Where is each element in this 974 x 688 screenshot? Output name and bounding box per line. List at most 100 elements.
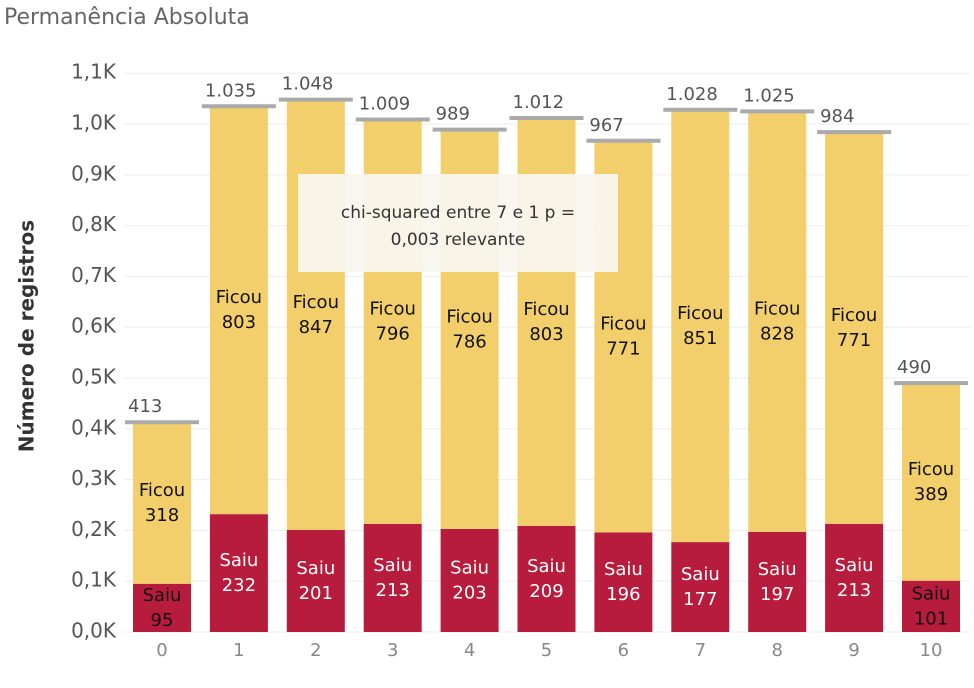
segment-value-label: 771: [606, 339, 640, 360]
annotation-box: [298, 174, 618, 272]
segment-value-label: 803: [529, 324, 563, 345]
segment-name-label: Ficou: [370, 299, 416, 320]
chart-title: Permanência Absoluta: [4, 5, 250, 30]
x-tick-label: 6: [618, 640, 629, 661]
segment-name-label: Saiu: [219, 550, 258, 571]
bar-segment: [902, 383, 960, 581]
segment-name-label: Saiu: [527, 556, 566, 577]
segment-value-label: 213: [376, 580, 410, 601]
bar-segment: [902, 580, 960, 632]
bar-segment: [209, 106, 268, 515]
segment-name-label: Saiu: [143, 585, 182, 606]
y-tick-label: 1,1K: [71, 60, 117, 84]
y-tick-label: 0,2K: [71, 517, 117, 541]
total-label: 984: [820, 106, 854, 127]
segment-value-label: 851: [683, 328, 717, 349]
y-axis-label: Número de registros: [15, 220, 39, 452]
total-label: 1.012: [513, 92, 565, 113]
bar-segment: [209, 514, 268, 632]
segment-name-label: Saiu: [758, 559, 797, 580]
y-tick-label: 0,6K: [71, 314, 117, 338]
y-tick-label: 0,5K: [71, 365, 117, 389]
segment-value-label: 196: [606, 584, 640, 605]
x-tick-label: 7: [695, 640, 706, 661]
segment-value-label: 803: [222, 312, 256, 333]
segment-name-label: Ficou: [908, 459, 954, 480]
segment-name-label: Ficou: [831, 305, 877, 326]
x-tick-label: 10: [920, 640, 943, 661]
total-label: 1.035: [205, 80, 257, 101]
x-tick-label: 1: [233, 640, 244, 661]
segment-value-label: 828: [760, 324, 794, 345]
total-label: 1.028: [666, 84, 718, 105]
y-tick-label: 0,1K: [71, 568, 117, 592]
bar-segment: [363, 523, 422, 632]
total-label: 413: [128, 396, 162, 417]
segment-name-label: Ficou: [754, 299, 800, 320]
segment-value-label: 213: [837, 580, 871, 601]
segment-name-label: Ficou: [677, 303, 723, 324]
annotation-text: 0,003 relevante: [391, 230, 526, 250]
segment-name-label: Saiu: [450, 557, 489, 578]
bar-segment: [517, 525, 576, 632]
x-tick-label: 4: [464, 640, 475, 661]
segment-value-label: 389: [914, 484, 948, 505]
total-label: 989: [436, 104, 470, 125]
bar-segment: [671, 109, 730, 543]
x-tick-label: 5: [541, 640, 552, 661]
segment-value-label: 318: [145, 505, 179, 526]
bar-segment: [286, 99, 345, 530]
bar-segment: [286, 529, 345, 632]
x-tick-label: 3: [387, 640, 398, 661]
segment-name-label: Saiu: [681, 564, 720, 585]
total-label: 967: [589, 115, 623, 136]
segment-value-label: 203: [452, 582, 486, 603]
segment-value-label: 101: [914, 608, 948, 629]
segment-value-label: 771: [837, 330, 871, 351]
segment-name-label: Saiu: [604, 559, 643, 580]
bar-segment: [133, 422, 191, 584]
bar-segment: [671, 542, 730, 632]
segment-name-label: Ficou: [139, 480, 185, 501]
bar-segment: [133, 583, 191, 632]
total-label: 490: [897, 357, 931, 378]
total-label: 1.025: [743, 85, 795, 106]
x-tick-label: 2: [310, 640, 321, 661]
segment-value-label: 201: [299, 583, 333, 604]
total-label: 1.009: [359, 93, 411, 114]
segment-value-label: 796: [376, 324, 410, 345]
bar-segment: [748, 111, 807, 532]
segment-value-label: 95: [151, 610, 174, 631]
segment-name-label: Ficou: [600, 314, 646, 335]
segment-name-label: Ficou: [216, 287, 262, 308]
segment-name-label: Saiu: [912, 583, 951, 604]
bar-segment: [825, 523, 884, 632]
bar-segment: [440, 528, 499, 632]
y-tick-label: 0,0K: [71, 619, 117, 643]
y-tick-label: 1,0K: [71, 111, 117, 135]
segment-name-label: Saiu: [296, 558, 335, 579]
bar-segment: [594, 532, 653, 632]
segment-name-label: Ficou: [523, 299, 569, 320]
segment-name-label: Ficou: [446, 306, 492, 327]
segment-value-label: 786: [452, 331, 486, 352]
total-label: 1.048: [282, 74, 334, 95]
segment-value-label: 209: [529, 581, 563, 602]
segment-name-label: Saiu: [373, 555, 412, 576]
x-tick-label: 0: [156, 640, 167, 661]
y-tick-label: 0,4K: [71, 415, 117, 439]
bar-segment: [748, 531, 807, 632]
x-tick-label: 8: [771, 640, 782, 661]
y-tick-label: 0,7K: [71, 263, 117, 287]
segment-value-label: 847: [299, 317, 333, 338]
segment-value-label: 232: [222, 575, 256, 596]
annotation-text: chi-squared entre 7 e 1 p =: [341, 203, 575, 223]
y-tick-label: 0,3K: [71, 466, 117, 490]
bar-segment: [825, 132, 884, 524]
segment-name-label: Ficou: [293, 292, 339, 313]
x-tick-label: 9: [848, 640, 859, 661]
segment-value-label: 177: [683, 589, 717, 610]
y-tick-label: 0,9K: [71, 161, 117, 185]
segment-name-label: Saiu: [835, 555, 874, 576]
